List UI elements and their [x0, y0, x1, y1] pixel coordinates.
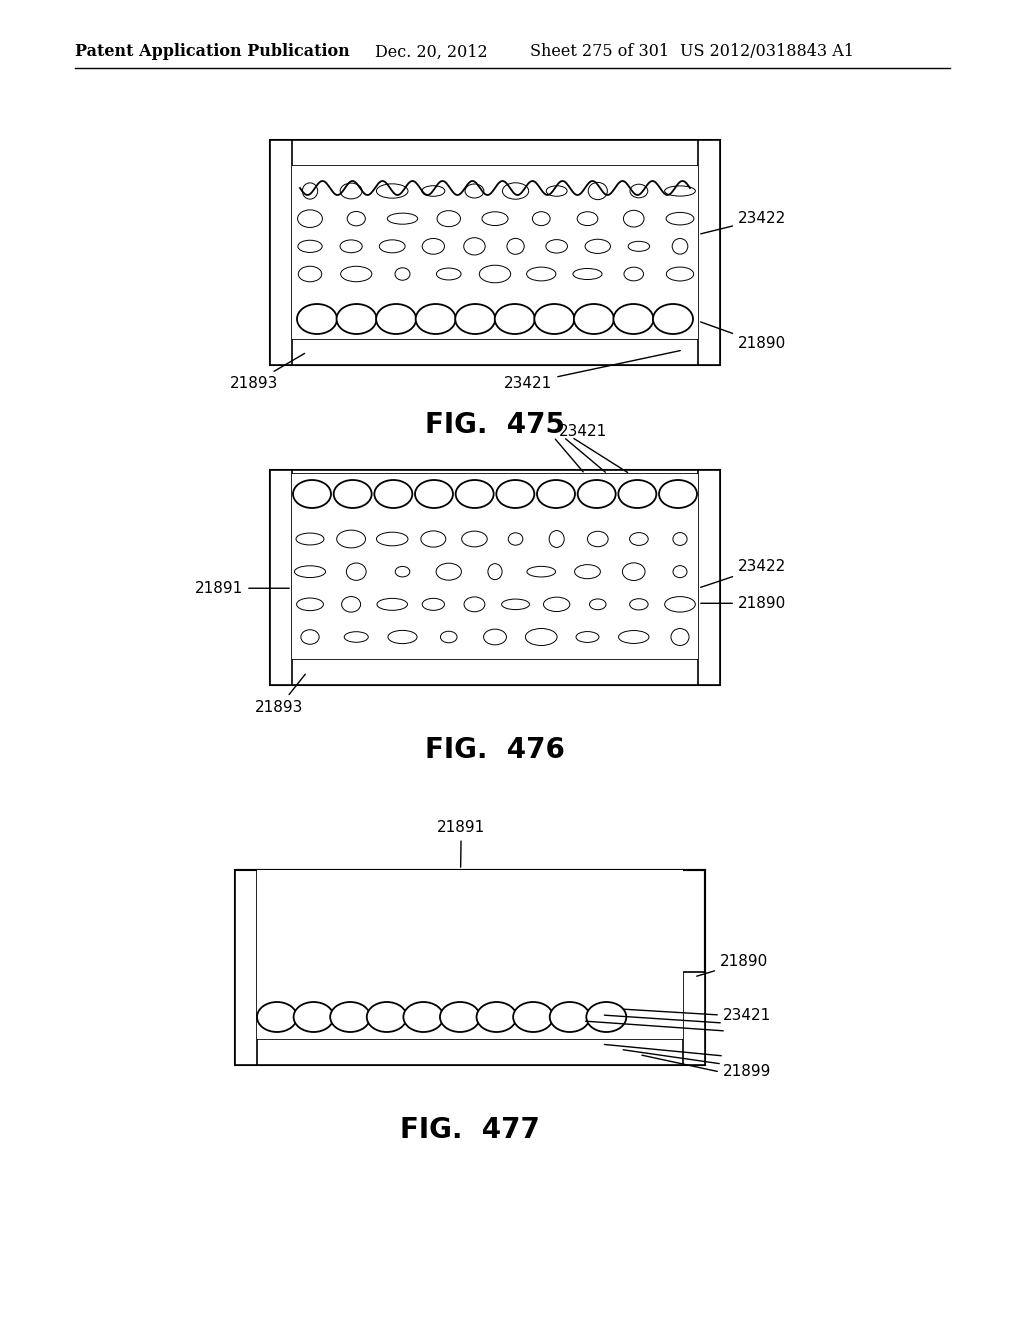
Text: Patent Application Publication: Patent Application Publication: [75, 44, 350, 61]
Text: 21899: 21899: [723, 1064, 771, 1080]
Ellipse shape: [578, 480, 615, 508]
Ellipse shape: [376, 304, 416, 334]
Text: 21891: 21891: [437, 821, 485, 867]
Ellipse shape: [497, 480, 535, 508]
Text: Dec. 20, 2012: Dec. 20, 2012: [375, 44, 487, 61]
Ellipse shape: [456, 480, 494, 508]
Bar: [270, 140, 720, 366]
Text: 21891: 21891: [195, 581, 289, 595]
Ellipse shape: [294, 1002, 334, 1032]
Text: FIG.  476: FIG. 476: [425, 737, 565, 764]
Ellipse shape: [297, 304, 337, 334]
Ellipse shape: [416, 304, 456, 334]
Ellipse shape: [659, 480, 697, 508]
Bar: [270, 659, 720, 685]
Bar: [270, 470, 720, 474]
Ellipse shape: [257, 1002, 297, 1032]
Bar: [292, 166, 698, 339]
Ellipse shape: [456, 304, 496, 334]
Text: 23422: 23422: [700, 560, 786, 587]
Ellipse shape: [367, 1002, 407, 1032]
Text: 23422: 23422: [700, 211, 786, 234]
Bar: [698, 140, 720, 366]
Ellipse shape: [618, 480, 656, 508]
Text: 21890: 21890: [700, 322, 786, 351]
Bar: [270, 470, 720, 685]
Ellipse shape: [440, 1002, 480, 1032]
Bar: [683, 972, 705, 1065]
Text: FIG.  475: FIG. 475: [425, 411, 565, 440]
Bar: [698, 470, 720, 685]
Ellipse shape: [293, 480, 331, 508]
Ellipse shape: [334, 480, 372, 508]
Text: 21893: 21893: [230, 354, 304, 391]
Ellipse shape: [415, 480, 453, 508]
Text: 21893: 21893: [255, 675, 305, 714]
Ellipse shape: [535, 304, 574, 334]
Ellipse shape: [495, 304, 535, 334]
Bar: [234, 870, 705, 1065]
Ellipse shape: [537, 480, 575, 508]
Ellipse shape: [653, 304, 693, 334]
Text: 23421: 23421: [504, 351, 680, 391]
Ellipse shape: [513, 1002, 553, 1032]
Bar: [257, 870, 683, 1039]
Text: 21890: 21890: [696, 954, 768, 977]
Text: FIG.  477: FIG. 477: [400, 1115, 540, 1144]
Text: 21890: 21890: [700, 595, 786, 611]
Ellipse shape: [573, 304, 614, 334]
Text: US 2012/0318843 A1: US 2012/0318843 A1: [680, 44, 854, 61]
Text: 23421: 23421: [723, 1007, 771, 1023]
Bar: [234, 870, 257, 1065]
Text: 23421: 23421: [558, 425, 607, 440]
Ellipse shape: [330, 1002, 371, 1032]
Ellipse shape: [476, 1002, 516, 1032]
Ellipse shape: [375, 480, 413, 508]
Text: Sheet 275 of 301: Sheet 275 of 301: [530, 44, 669, 61]
Ellipse shape: [613, 304, 653, 334]
Ellipse shape: [337, 304, 377, 334]
Ellipse shape: [587, 1002, 627, 1032]
Ellipse shape: [403, 1002, 443, 1032]
Bar: [270, 140, 292, 366]
Bar: [292, 474, 698, 659]
Ellipse shape: [550, 1002, 590, 1032]
Bar: [234, 1039, 705, 1065]
Bar: [270, 140, 720, 166]
Bar: [270, 470, 292, 685]
Bar: [270, 339, 720, 366]
